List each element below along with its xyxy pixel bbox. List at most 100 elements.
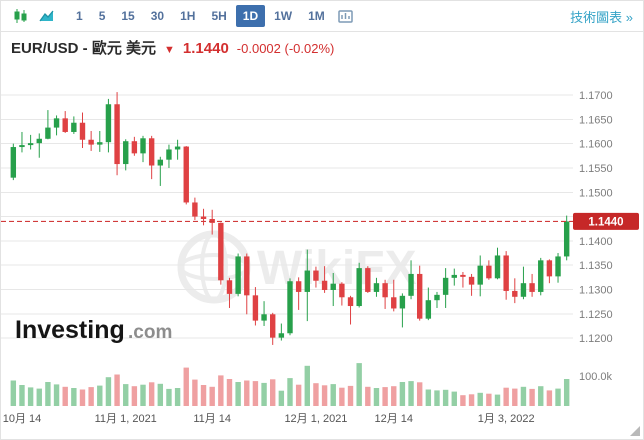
candle-body [347, 297, 354, 307]
candle-body [451, 274, 457, 278]
last-price: 1.1440 [182, 40, 229, 57]
volume-bar [79, 389, 86, 406]
candle-body [192, 202, 198, 217]
x-axis-label: 12月 14 [374, 413, 413, 425]
x-axis-label: 11月 14 [193, 413, 231, 425]
price-down-arrow-icon: ▼ [164, 44, 175, 56]
volume-bar [166, 388, 172, 406]
candle-body [97, 142, 103, 145]
investing-logo: Investing [15, 316, 125, 344]
timeframe-1h[interactable]: 1H [173, 5, 202, 27]
volume-bar [131, 386, 138, 406]
y-axis-label: 1.1650 [579, 114, 613, 126]
volume-bar [304, 365, 310, 406]
volume-bar [105, 377, 112, 406]
volume-bar [114, 374, 120, 406]
volume-bar [399, 382, 406, 406]
candle-body [520, 283, 527, 297]
candle-body [512, 290, 518, 297]
volume-bar [391, 386, 397, 406]
toolbar: 1 5 15 30 1H 5H 1D 1W 1M 技術圖表 » [1, 1, 643, 32]
candle-body [538, 260, 544, 292]
technical-chart-link[interactable]: 技術圖表 » [570, 9, 633, 25]
y-axis-label: 1.1500 [579, 187, 613, 199]
volume-bar [19, 385, 25, 406]
volume-bar [546, 390, 553, 406]
y-axis-label: 1.1550 [579, 163, 613, 175]
resize-handle-icon[interactable] [630, 426, 640, 436]
volume-bar [157, 383, 164, 406]
volume-bar [373, 388, 380, 406]
candle-body [62, 118, 68, 132]
candlestick-chart[interactable]: WikiFX 1.1700 1.1650 1.1600 1.1550 1.1500 1.14… [1, 60, 644, 440]
candle-body [477, 265, 483, 285]
timeframe-15[interactable]: 15 [114, 5, 141, 27]
x-axis-label: 11月 1, 2021 [95, 413, 157, 425]
indicators-icon[interactable] [334, 7, 357, 26]
timeframe-5[interactable]: 5 [92, 5, 113, 27]
candle-body [79, 122, 86, 140]
investing-logo-suffix: .com [128, 322, 172, 343]
volume-bar [123, 384, 129, 406]
volume-bar [192, 379, 198, 406]
volume-bar [235, 382, 241, 406]
candle-body [529, 283, 535, 292]
volume-bar [252, 381, 259, 406]
y-axis-label: 1.1600 [579, 139, 613, 151]
candle-body [373, 283, 380, 292]
timeframe-30[interactable]: 30 [144, 5, 171, 27]
volume-bar [512, 388, 518, 406]
volume-bar [226, 379, 233, 406]
candle-body [313, 270, 319, 281]
volume-bar [183, 367, 189, 406]
candle-body [123, 141, 129, 165]
y-axis-label: 1.1200 [579, 333, 613, 345]
candle-body [391, 297, 397, 309]
timeframe-1d[interactable]: 1D [235, 5, 266, 27]
candle-body [442, 277, 449, 295]
volume-bar [261, 382, 267, 406]
timeframe-5h[interactable]: 5H [204, 5, 233, 27]
timeframe-1w[interactable]: 1W [267, 5, 299, 27]
volume-bar [244, 380, 250, 406]
volume-bar [416, 382, 423, 406]
volume-bar [218, 375, 224, 406]
candle-body [261, 314, 267, 321]
volume-bar [88, 387, 94, 406]
volume-bar [36, 388, 42, 406]
candle-body [88, 139, 94, 145]
candle-body [252, 295, 259, 321]
candle-body [339, 283, 345, 298]
x-axis-label: 1月 3, 2022 [478, 413, 535, 425]
candle-body [356, 268, 362, 307]
volume-bar [330, 384, 336, 406]
candlestick-chart-icon[interactable] [9, 6, 33, 26]
timeframe-1m[interactable]: 1M [301, 5, 332, 27]
volume-bar [148, 382, 155, 406]
volume-bar [321, 385, 328, 406]
volume-bar [486, 393, 492, 406]
volume-bar [97, 385, 103, 406]
candle-body [408, 273, 414, 296]
volume-bar [538, 386, 544, 406]
volume-bar [529, 388, 535, 406]
candle-body [140, 138, 146, 154]
volume-bar [477, 392, 483, 406]
y-axis-label: 1.1250 [579, 309, 613, 321]
candle-body [183, 146, 189, 203]
candle-body [416, 273, 423, 319]
area-chart-icon[interactable] [35, 6, 59, 26]
volume-bar [442, 389, 449, 406]
volume-bar [460, 395, 466, 406]
volume-bar [200, 385, 207, 406]
candle-body [166, 149, 172, 160]
timeframe-1[interactable]: 1 [69, 5, 90, 27]
y-axis-label: 1.1700 [579, 90, 613, 102]
volume-bar [140, 384, 146, 406]
volume-bar [174, 388, 181, 406]
volume-bar [295, 384, 302, 406]
volume-bar [365, 386, 371, 406]
y-axis-label: 1.1300 [579, 285, 613, 297]
price-change: -0.0002 (-0.02%) [236, 41, 335, 56]
wikifx-globe-watermark [200, 232, 228, 302]
